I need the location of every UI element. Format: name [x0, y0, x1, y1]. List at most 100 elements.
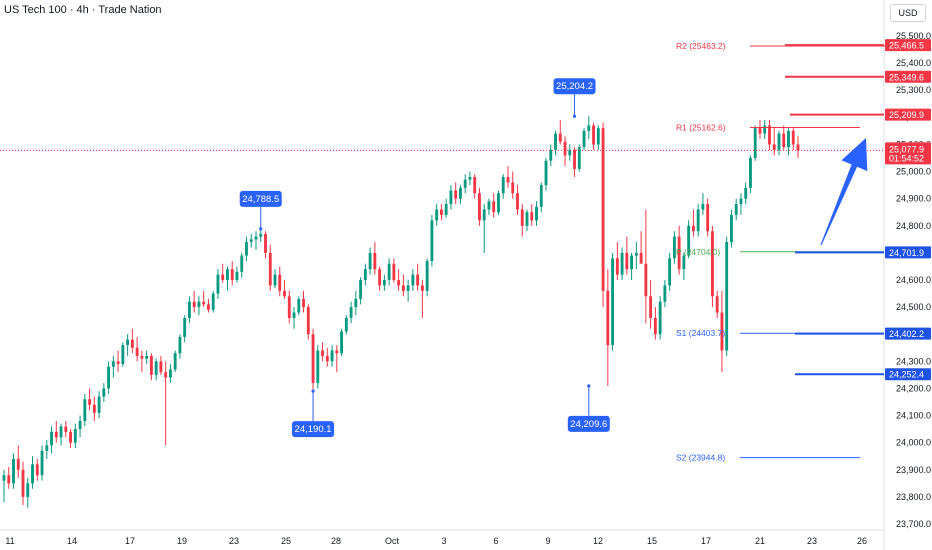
candle-body [287, 296, 291, 318]
candle-body [587, 125, 591, 131]
candle-body [782, 133, 786, 148]
candle-body [245, 242, 248, 256]
candle-body [430, 220, 434, 262]
candle-body [159, 361, 163, 373]
level-tag-label: 24,402.2 [889, 329, 924, 339]
candle-body [563, 141, 567, 156]
level-tag-label: 24,252.4 [889, 370, 924, 380]
candle-body [568, 149, 572, 156]
candle-body [539, 185, 543, 207]
candle-body [311, 334, 315, 384]
candle-body [230, 269, 234, 280]
candle-body [401, 285, 405, 291]
candle-body [316, 350, 320, 384]
x-tick-label: 9 [545, 536, 550, 546]
candle-body [64, 426, 68, 432]
candle-body [520, 209, 524, 226]
candle-body [630, 255, 634, 270]
candle-body [88, 399, 92, 405]
candle-body [682, 255, 686, 270]
candle-body [420, 285, 424, 291]
candle-body [487, 201, 491, 210]
y-tick-label: 24,500.0 [896, 302, 931, 312]
level-tag-bg [885, 246, 931, 259]
candle-body [444, 204, 448, 215]
candle-body [696, 209, 700, 232]
candle-body [26, 483, 30, 497]
candle-body [283, 290, 286, 297]
candle-body [297, 298, 301, 313]
candle-body [154, 361, 158, 375]
candle-body [397, 280, 401, 286]
candle-body [425, 261, 429, 291]
candle-body [121, 345, 125, 365]
candle-body [325, 355, 329, 362]
candle-body [577, 147, 581, 169]
callout-box[interactable] [292, 421, 335, 438]
level-tag-bg [885, 327, 931, 340]
level-tag-bg [885, 108, 931, 121]
callout-label: 24,788.5 [242, 194, 279, 205]
candle-body [35, 464, 39, 476]
candle-body [439, 209, 443, 215]
candle-body [687, 225, 691, 256]
callout-box[interactable] [567, 415, 610, 432]
candle-body [753, 128, 757, 158]
x-tick-label: 14 [67, 536, 77, 546]
candle-body [107, 366, 111, 389]
candle-body [140, 355, 144, 359]
x-tick-label: 11 [5, 536, 14, 546]
y-tick-label: 25,400.0 [896, 58, 931, 68]
candle-body [478, 193, 481, 221]
candle-body [473, 176, 477, 194]
candle-body [349, 307, 353, 318]
x-tick-label: 12 [593, 536, 603, 546]
candle-body [772, 144, 776, 150]
candle-body [734, 204, 738, 215]
x-tick-label: 23 [229, 536, 239, 546]
x-tick-label: 25 [281, 536, 291, 546]
candle-body [92, 404, 96, 413]
y-tick-label: 23,700.0 [896, 519, 931, 529]
candle-body [549, 149, 553, 161]
up-arrow-icon [820, 138, 868, 246]
y-tick-label: 24,800.0 [896, 221, 931, 231]
last-price-label: 25,077.9 [889, 144, 924, 154]
level-tag-label: 25,349.6 [889, 72, 924, 82]
candle-body [321, 350, 324, 356]
callout-box[interactable] [553, 78, 596, 95]
y-tick-label: 25,000.0 [896, 167, 931, 177]
candle-body [644, 263, 648, 297]
candle-body [701, 204, 705, 210]
candle-body [83, 399, 87, 421]
candle-body [620, 252, 624, 275]
candle-body [340, 331, 343, 354]
candle-body [649, 296, 653, 318]
callout-box[interactable] [239, 190, 282, 207]
candle-body [777, 133, 781, 150]
candle-body [221, 274, 225, 280]
candle-body [292, 312, 296, 318]
candle-body [330, 350, 334, 362]
candle-body [254, 236, 258, 240]
candle-body [54, 431, 58, 438]
candle-body [45, 445, 49, 451]
candle-body [459, 187, 462, 199]
candle-body [192, 301, 196, 308]
level-tag-label: 25,209.9 [889, 110, 924, 120]
candle-body [763, 125, 767, 134]
candle-body [744, 187, 748, 199]
callout-dot [587, 384, 591, 388]
currency-selector[interactable]: USD [890, 4, 926, 22]
chart-title: US Tech 100 · 4h · Trade Nation [4, 4, 162, 16]
candle-body [506, 176, 510, 183]
candle-body [302, 298, 305, 308]
candle-body [306, 307, 310, 335]
y-tick-label: 24,900.0 [896, 194, 931, 204]
x-tick-label: Oct [385, 536, 400, 546]
candle-body [530, 212, 534, 221]
candle-body [677, 236, 681, 270]
level-tag-bg [885, 70, 931, 83]
